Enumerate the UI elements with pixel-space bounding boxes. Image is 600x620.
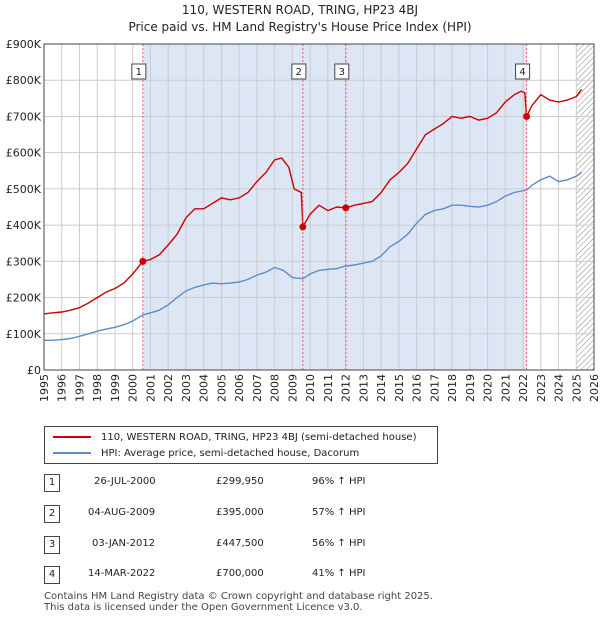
x-tick-label: 2017 [428, 374, 441, 402]
x-tick-label: 2022 [517, 374, 530, 402]
sale-badge-label: 2 [296, 67, 302, 78]
x-tick-label: 2009 [286, 374, 299, 402]
chart-title: 110, WESTERN ROAD, TRING, HP23 4BJ [181, 3, 419, 17]
legend-swatch-property [53, 436, 91, 438]
x-tick-label: 2018 [446, 374, 459, 402]
transaction-row: 4 14-MAR-2022 £700,000 41% ↑ HPI [44, 566, 524, 584]
transaction-hpi: 41% ↑ HPI [312, 568, 366, 579]
sale-badge-box [334, 63, 350, 80]
x-tick-label: 2010 [304, 374, 317, 402]
transaction-price: £700,000 [216, 568, 264, 579]
transaction-row: 1 26-JUL-2000 £299,950 96% ↑ HPI [44, 474, 524, 492]
sale-badge-label: 3 [339, 67, 345, 78]
sale-point [523, 112, 531, 120]
transaction-price: £447,500 [216, 538, 264, 549]
x-tick-label: 2000 [127, 374, 140, 402]
transaction-badge: 2 [44, 505, 60, 523]
legend-item-property: 110, WESTERN ROAD, TRING, HP23 4BJ (semi… [53, 429, 416, 445]
x-tick-label: 2025 [570, 374, 583, 402]
x-tick-label: 2001 [144, 374, 157, 402]
x-tick-label: 2006 [233, 374, 246, 402]
hpi-line [44, 172, 582, 341]
transaction-price: £299,950 [216, 476, 264, 487]
sale-point [299, 223, 307, 231]
legend-label-property: 110, WESTERN ROAD, TRING, HP23 4BJ (semi… [101, 431, 417, 443]
x-tick-label: 1995 [38, 374, 51, 402]
transaction-row: 2 04-AUG-2009 £395,000 57% ↑ HPI [44, 505, 524, 523]
transaction-hpi: 57% ↑ HPI [312, 507, 366, 518]
x-tick-label: 2019 [464, 374, 477, 402]
y-tick-label: £300K [6, 255, 42, 268]
x-tick-label: 2011 [322, 374, 335, 402]
chart-legend: 110, WESTERN ROAD, TRING, HP23 4BJ (semi… [44, 426, 438, 464]
ownership-shade [142, 44, 527, 370]
x-tick-label: 2021 [499, 374, 512, 402]
transaction-date: 04-AUG-2009 [88, 507, 156, 518]
transaction-date: 03-JAN-2012 [92, 538, 156, 549]
x-tick-label: 2016 [411, 374, 424, 402]
sale-badge-label: 1 [136, 67, 142, 78]
transaction-badge: 1 [44, 474, 60, 492]
x-tick-label: 2013 [357, 374, 370, 402]
transaction-hpi: 96% ↑ HPI [312, 476, 366, 487]
x-tick-label: 2012 [340, 374, 353, 402]
sale-badge-label: 4 [519, 67, 525, 78]
transaction-price: £395,000 [216, 507, 264, 518]
y-tick-label: £400K [6, 219, 42, 232]
footer-attribution: Contains HM Land Registry data © Crown c… [44, 591, 433, 613]
x-tick-label: 2008 [269, 374, 282, 402]
x-tick-label: 2002 [162, 374, 175, 402]
transaction-date: 26-JUL-2000 [94, 476, 156, 487]
x-tick-label: 2005 [215, 374, 228, 402]
x-tick-label: 2024 [553, 374, 566, 402]
legend-swatch-hpi [53, 452, 91, 454]
legend-label-hpi: HPI: Average price, semi-detached house,… [101, 447, 360, 459]
x-tick-label: 1999 [109, 374, 122, 402]
sale-point [139, 257, 147, 265]
sale-badge-box [515, 63, 531, 80]
forecast-hatch [576, 44, 594, 370]
y-tick-label: £100K [6, 328, 42, 341]
y-tick-label: £0 [27, 364, 41, 377]
legend-item-hpi: HPI: Average price, semi-detached house,… [53, 445, 359, 461]
x-tick-label: 2020 [482, 374, 495, 402]
y-tick-label: £700K [6, 110, 42, 123]
x-tick-label: 2026 [588, 374, 600, 402]
chart-subtitle: Price paid vs. HM Land Registry's House … [128, 20, 472, 34]
y-tick-label: £200K [6, 292, 42, 305]
x-tick-label: 1998 [91, 374, 104, 402]
transaction-badge: 3 [44, 536, 60, 554]
y-tick-label: £500K [6, 183, 42, 196]
x-tick-label: 2023 [535, 374, 548, 402]
x-tick-label: 2004 [198, 374, 211, 402]
transaction-date: 14-MAR-2022 [88, 568, 156, 579]
y-tick-label: £600K [6, 147, 42, 160]
transaction-badge: 4 [44, 566, 60, 584]
footer-copyright: Contains HM Land Registry data © Crown c… [44, 591, 433, 602]
plot-border [43, 43, 595, 371]
sale-badge-box [291, 63, 307, 80]
transaction-hpi: 56% ↑ HPI [312, 538, 366, 549]
sale-badge-box [131, 63, 147, 80]
y-tick-label: £900K [6, 38, 42, 51]
transaction-row: 3 03-JAN-2012 £447,500 56% ↑ HPI [44, 536, 524, 554]
sale-point [342, 204, 350, 212]
footer-licence: This data is licensed under the Open Gov… [44, 602, 363, 613]
y-tick-label: £800K [6, 74, 42, 87]
x-tick-label: 1996 [56, 374, 69, 402]
x-tick-label: 2003 [180, 374, 193, 402]
price-chart: 1 2 3 4 £0 £100K £200K £300K £400K £500K £600K £70… [6, 38, 600, 402]
x-tick-label: 2014 [375, 374, 388, 402]
x-tick-label: 2015 [393, 374, 406, 402]
x-tick-label: 1997 [73, 374, 86, 402]
x-tick-label: 2007 [251, 374, 264, 402]
